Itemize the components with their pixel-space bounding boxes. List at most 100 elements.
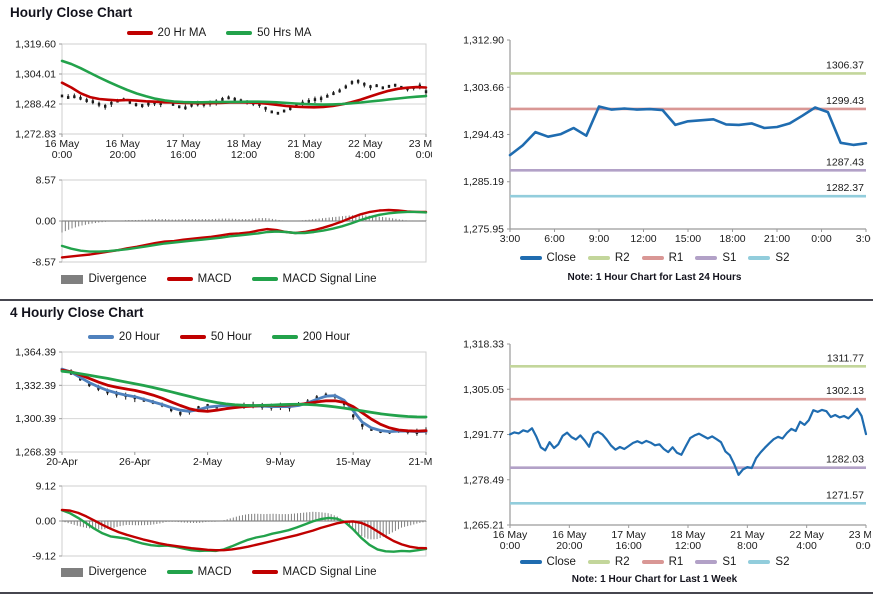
legend-label: R1: [668, 252, 684, 264]
svg-text:16 May: 16 May: [552, 529, 587, 541]
svg-text:1,332.39: 1,332.39: [15, 380, 56, 392]
legend-item-r2: R2: [587, 252, 630, 264]
svg-text:8:00: 8:00: [294, 149, 315, 161]
svg-text:23 May: 23 May: [409, 138, 432, 150]
svg-text:23 May: 23 May: [849, 529, 871, 541]
legend-label: R2: [614, 252, 630, 264]
svg-text:12:00: 12:00: [231, 149, 257, 161]
svg-text:9.12: 9.12: [36, 481, 57, 493]
svg-text:3:00: 3:00: [856, 233, 871, 245]
legend-label: MACD Signal Line: [282, 273, 377, 285]
legend-swatch: [251, 570, 278, 574]
legend-label: S2: [775, 252, 790, 264]
legend-4hourly-macd: Divergence MACD MACD Signal Line: [6, 566, 432, 578]
svg-text:20:00: 20:00: [110, 149, 136, 161]
svg-text:1306.37: 1306.37: [826, 59, 864, 71]
legend-hourly-pivot: Close R2 R1 S1 S2: [438, 252, 871, 264]
section-title-4hourly: 4 Hourly Close Chart: [10, 305, 144, 320]
svg-text:1,305.05: 1,305.05: [463, 384, 504, 396]
svg-text:1282.03: 1282.03: [826, 454, 864, 466]
legend-label: Close: [546, 252, 576, 264]
svg-text:20:00: 20:00: [556, 540, 582, 552]
svg-text:18:00: 18:00: [719, 233, 745, 245]
svg-text:1302.13: 1302.13: [826, 385, 864, 397]
legend-item-macd-signal-line: MACD Signal Line: [251, 273, 377, 285]
svg-text:9:00: 9:00: [589, 233, 610, 245]
legend-swatch: [519, 560, 542, 564]
legend-swatch: [519, 256, 542, 260]
svg-text:1,275.95: 1,275.95: [463, 224, 504, 236]
section-title-hourly: Hourly Close Chart: [10, 5, 133, 20]
svg-text:1,318.33: 1,318.33: [463, 339, 504, 351]
svg-text:2-May: 2-May: [193, 456, 223, 468]
svg-text:18 May: 18 May: [227, 138, 262, 150]
svg-text:21-May: 21-May: [408, 456, 432, 468]
svg-text:8.57: 8.57: [36, 175, 57, 187]
svg-text:1,288.42: 1,288.42: [15, 99, 56, 111]
svg-text:16:00: 16:00: [616, 540, 642, 552]
legend-swatch: [61, 274, 84, 284]
svg-text:1,303.66: 1,303.66: [463, 82, 504, 94]
svg-text:1,312.90: 1,312.90: [463, 35, 504, 47]
legend-item-200-hour: 200 Hour: [271, 331, 350, 343]
legend-item-s1: S1: [695, 556, 736, 568]
legend-label: 20 Hour: [118, 331, 160, 343]
svg-text:8:00: 8:00: [737, 540, 758, 552]
svg-text:1271.57: 1271.57: [826, 489, 864, 501]
legend-4hourly-pivot: Close R2 R1 S1 S2: [438, 556, 871, 568]
svg-text:21 May: 21 May: [287, 138, 322, 150]
section-divider: [0, 299, 873, 301]
hourly-pivot-chart: 1,312.90 1,303.66 1,294.43 1,285.19 1,275.95…: [463, 35, 871, 246]
svg-text:1,304.01: 1,304.01: [15, 69, 56, 81]
legend-swatch: [87, 335, 114, 339]
legend-swatch: [179, 335, 206, 339]
legend-label: R1: [668, 556, 684, 568]
svg-text:20-Apr: 20-Apr: [46, 456, 78, 468]
legend-label: 50 Hour: [210, 331, 252, 343]
4hourly-macd-chart: 9.12 0.00 -9.12: [32, 481, 428, 563]
svg-text:3:00: 3:00: [500, 233, 521, 245]
legend-swatch: [641, 560, 664, 564]
legend-swatch: [748, 560, 771, 564]
legend-item-close: Close: [519, 252, 576, 264]
legend-label: Divergence: [88, 566, 147, 578]
svg-text:12:00: 12:00: [630, 233, 656, 245]
svg-text:4:00: 4:00: [355, 149, 376, 161]
legend-item-divergence: Divergence: [61, 566, 147, 578]
legend-swatch: [695, 560, 718, 564]
legend-item-s2: S2: [748, 252, 789, 264]
legend-swatch: [61, 567, 84, 577]
svg-text:1287.43: 1287.43: [826, 156, 864, 168]
svg-text:1,272.83: 1,272.83: [15, 129, 56, 141]
svg-text:1299.43: 1299.43: [826, 95, 864, 107]
legend-label: MACD Signal Line: [282, 566, 377, 578]
note-hourly-pivot: Note: 1 Hour Chart for Last 24 Hours: [567, 272, 742, 283]
legend-4hourly-price: 20 Hour 50 Hour 200 Hour: [6, 331, 432, 343]
legend-item-macd-signal-line: MACD Signal Line: [251, 566, 377, 578]
svg-text:0.00: 0.00: [36, 516, 57, 528]
legend-swatch: [695, 256, 718, 260]
svg-text:1,364.39: 1,364.39: [15, 347, 56, 359]
svg-text:1311.77: 1311.77: [827, 352, 864, 364]
legend-hourly-price: 20 Hr MA 50 Hrs MA: [6, 27, 432, 39]
svg-text:26-Apr: 26-Apr: [119, 456, 151, 468]
svg-text:9-May: 9-May: [266, 456, 296, 468]
svg-text:16 May: 16 May: [105, 138, 140, 150]
svg-text:0:00: 0:00: [856, 540, 871, 552]
svg-text:0:00: 0:00: [416, 149, 432, 161]
svg-text:12:00: 12:00: [675, 540, 701, 552]
legend-label: MACD: [197, 273, 232, 285]
svg-text:21:00: 21:00: [764, 233, 790, 245]
legend-swatch: [126, 31, 153, 35]
legend-swatch: [587, 560, 610, 564]
svg-text:0.00: 0.00: [36, 216, 57, 228]
legend-item-s1: S1: [695, 252, 736, 264]
svg-text:0:00: 0:00: [52, 149, 73, 161]
legend-label: 20 Hr MA: [157, 27, 207, 39]
svg-text:16 May: 16 May: [493, 529, 528, 541]
legend-item-20-hr-ma: 20 Hr MA: [126, 27, 207, 39]
svg-text:1,291.77: 1,291.77: [463, 429, 504, 441]
svg-text:15-May: 15-May: [336, 456, 372, 468]
